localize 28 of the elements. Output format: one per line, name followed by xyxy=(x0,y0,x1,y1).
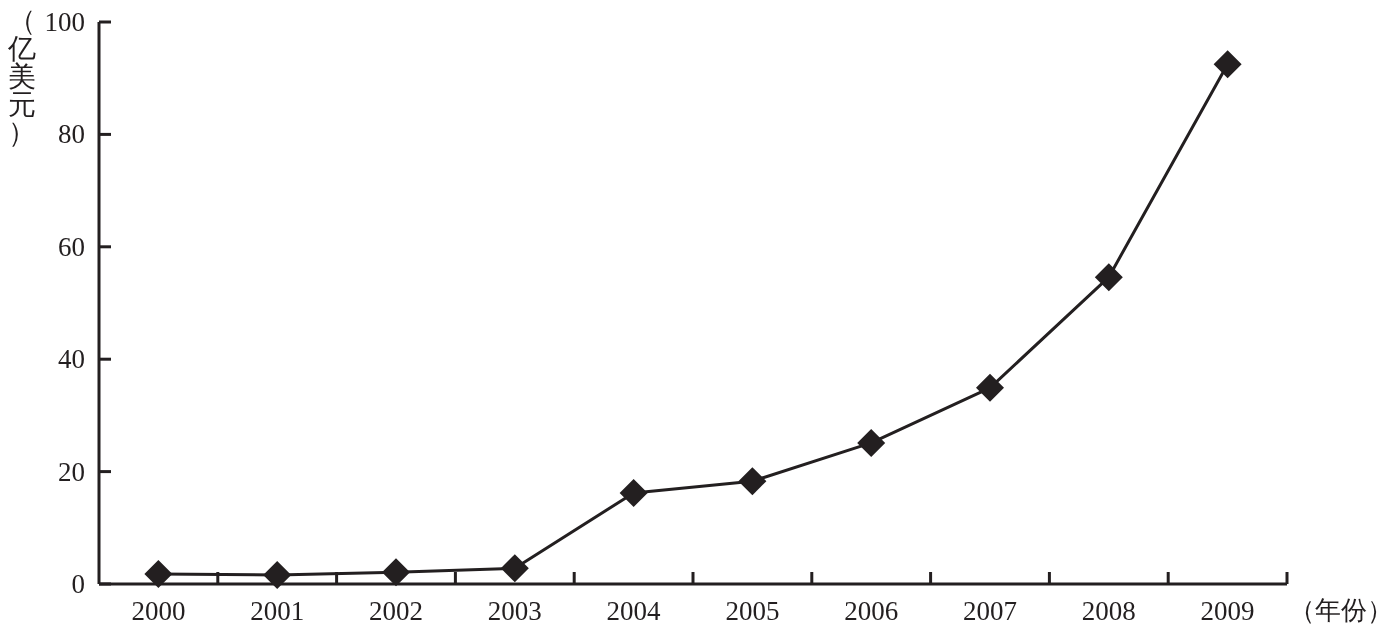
y-axis-title: （亿美元） xyxy=(7,5,36,148)
y-tick-label: 40 xyxy=(58,344,85,375)
point xyxy=(263,561,292,590)
point xyxy=(857,428,886,457)
point xyxy=(144,559,173,588)
y-tick-label: 60 xyxy=(58,231,85,262)
x-tick-label: 2001 xyxy=(250,596,305,626)
x-tick-label: 2008 xyxy=(1081,596,1136,626)
x-tick-label: 2002 xyxy=(369,596,423,626)
point xyxy=(500,554,529,583)
point xyxy=(619,478,648,507)
y-tick-label: 100 xyxy=(44,7,85,37)
x-axis-title: （年份） xyxy=(1289,596,1384,625)
y-tick-label: 0 xyxy=(71,569,85,599)
x-tick-label: 2004 xyxy=(606,596,662,626)
point xyxy=(1094,263,1123,292)
point xyxy=(738,467,767,496)
x-tick-label: 2007 xyxy=(963,596,1017,626)
x-tick-label: 2009 xyxy=(1200,596,1255,626)
x-tick-label: 2006 xyxy=(844,596,899,626)
y-tick-label: 80 xyxy=(58,119,85,150)
point xyxy=(1213,50,1242,79)
x-tick-label: 2000 xyxy=(131,596,186,626)
point xyxy=(976,373,1004,402)
y-tick-label: 20 xyxy=(58,456,85,487)
point xyxy=(382,558,410,587)
x-tick-label: 2003 xyxy=(487,596,542,626)
x-tick-label: 2005 xyxy=(725,596,780,626)
